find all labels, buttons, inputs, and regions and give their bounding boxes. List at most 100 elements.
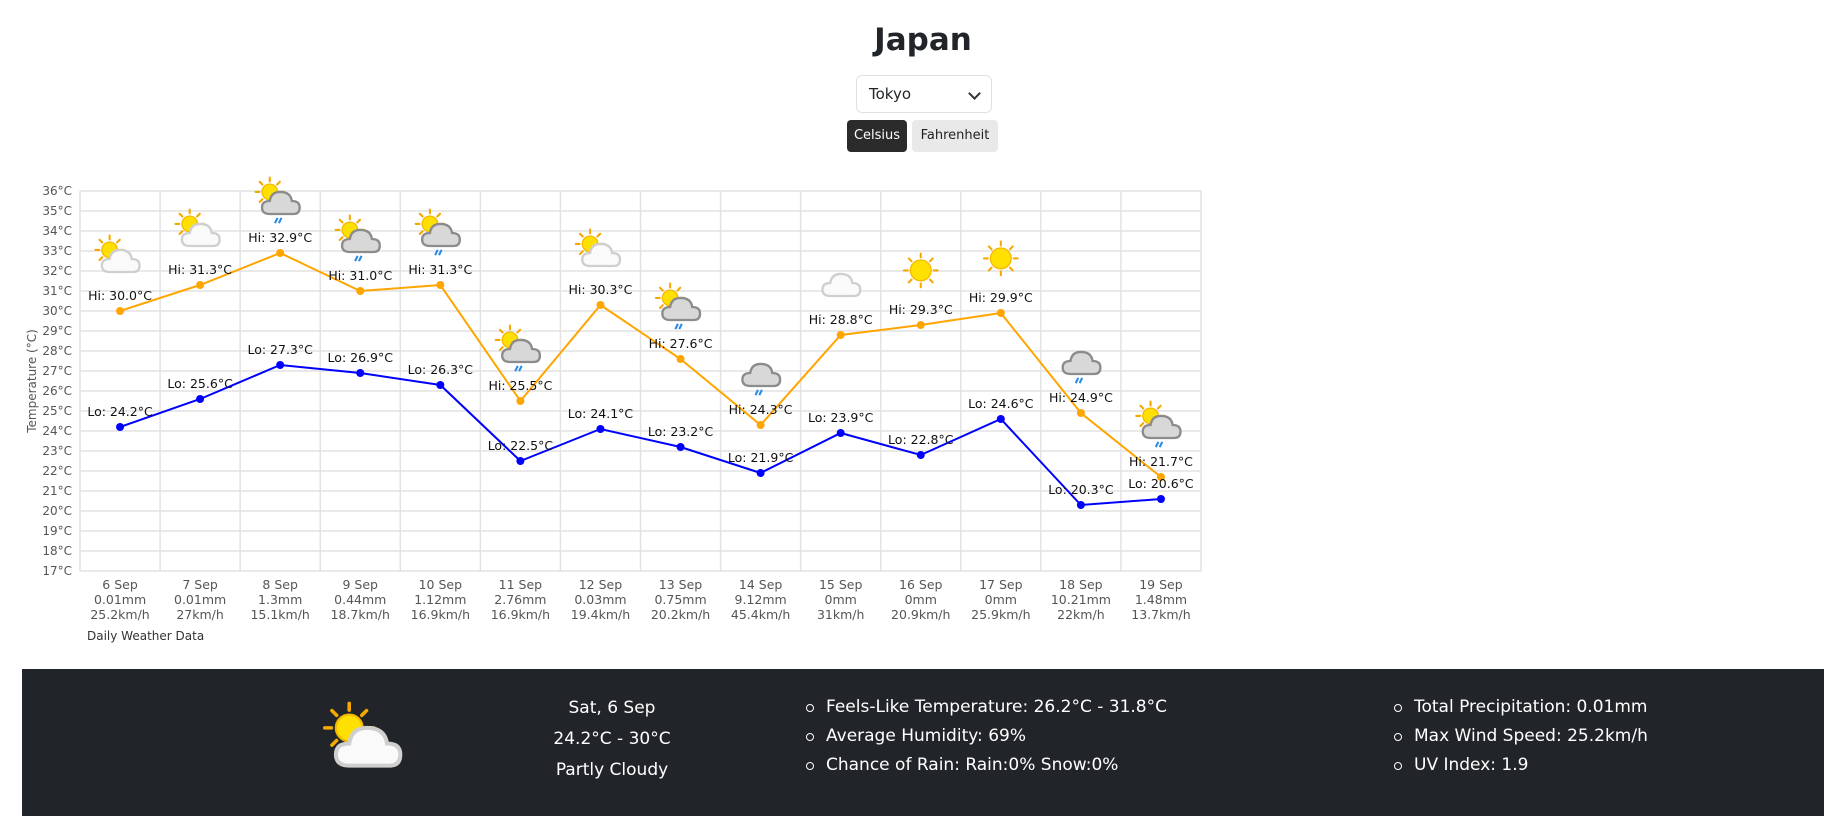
data-label-lo: Lo: 25.6°C (167, 376, 233, 391)
cloud (741, 362, 782, 388)
cloud (661, 296, 702, 322)
celsius-button[interactable]: Celsius (847, 120, 907, 152)
x-tick-wind: 20.2km/h (651, 607, 710, 622)
x-tick-wind: 31km/h (817, 607, 864, 622)
detail-list-left: Feels-Like Temperature: 26.2°C - 31.8°C … (804, 693, 1167, 780)
data-label-hi: Hi: 31.0°C (328, 268, 392, 283)
sun-ray (907, 278, 913, 284)
sun-ray (658, 304, 664, 310)
data-label-hi: Hi: 24.3°C (729, 402, 793, 417)
sun-ray (578, 232, 584, 238)
data-point-lo (196, 395, 205, 403)
data-label-lo: Lo: 23.9°C (808, 410, 874, 425)
x-tick-precip: 0mm (905, 592, 937, 607)
x-tick-precip: 0.44mm (334, 592, 386, 607)
data-point-lo (1156, 495, 1165, 503)
y-tick-label: 28°C (42, 344, 72, 358)
sun-ray (330, 708, 339, 718)
x-tick-precip: 2.76mm (494, 592, 546, 607)
x-tick-wind: 22km/h (1057, 607, 1104, 622)
y-tick-label: 33°C (42, 244, 72, 258)
data-point-hi (676, 355, 685, 363)
sun-ray (258, 198, 264, 204)
cloud-rain-icon (741, 362, 782, 396)
x-tick-wind: 19.4km/h (571, 607, 630, 622)
data-label-hi: Hi: 31.3°C (168, 262, 232, 277)
y-tick-label: 17°C (42, 564, 72, 578)
sun-ray (356, 218, 362, 224)
data-point-lo (596, 425, 605, 433)
rain (274, 217, 283, 224)
data-point-hi (836, 331, 845, 339)
data-label-lo: Lo: 24.6°C (968, 396, 1034, 411)
sunny-icon (902, 252, 939, 289)
partly-cloudy-icon (323, 701, 403, 768)
y-tick-label: 22°C (42, 464, 72, 478)
data-point-hi (516, 397, 525, 405)
data-point-hi (1076, 409, 1085, 417)
cloud (420, 222, 461, 248)
partly-cloudy-icon (94, 234, 141, 274)
rain (434, 249, 443, 256)
partly-cloudy-icon (574, 228, 622, 268)
sun-ray (258, 180, 264, 186)
x-tick-date: 19 Sep (1139, 577, 1183, 592)
x-tick-wind: 16.9km/h (411, 607, 470, 622)
chance-of-rain: Chance of Rain: Rain:0% Snow:0% (804, 751, 1167, 780)
y-tick-label: 23°C (42, 444, 72, 458)
x-tick-date: 16 Sep (899, 577, 943, 592)
data-label-lo: Lo: 27.3°C (247, 342, 313, 357)
cloud (581, 242, 622, 268)
x-tick-wind: 20.9km/h (891, 607, 950, 622)
sunny-icon (982, 240, 1019, 277)
city-select-value: Tokyo (869, 85, 911, 103)
data-label-lo: Lo: 22.5°C (488, 438, 554, 453)
data-label-hi: Hi: 31.3°C (408, 262, 472, 277)
chart-title: Daily Weather Data (87, 629, 205, 643)
sun-ray (178, 230, 184, 236)
sun-ray (928, 278, 934, 284)
x-tick-wind: 13.7km/h (1131, 607, 1190, 622)
y-tick-label: 18°C (42, 544, 72, 558)
sun-ray (330, 738, 339, 747)
sun-ray (928, 257, 934, 263)
cloud (1141, 414, 1182, 440)
city-select[interactable]: Tokyo (856, 75, 992, 113)
cloud (340, 228, 381, 254)
sun-ray (1156, 404, 1162, 410)
x-tick-wind: 25.2km/h (90, 607, 149, 622)
data-label-lo: Lo: 20.6°C (1128, 476, 1194, 491)
data-label-hi: Hi: 30.0°C (88, 288, 152, 303)
sun-ray (418, 212, 424, 218)
y-tick-label: 20°C (42, 504, 72, 518)
sun-ray (658, 286, 664, 292)
chevron-down-icon (968, 87, 981, 100)
max-wind: Max Wind Speed: 25.2km/h (1392, 722, 1648, 751)
sun-cloud-rain-icon (334, 214, 381, 262)
sun-ray (196, 212, 201, 218)
data-point-hi (356, 287, 365, 295)
data-label-hi: Hi: 21.7°C (1129, 454, 1193, 469)
sun-ray (276, 180, 281, 186)
sun-ray (516, 328, 522, 334)
sun (989, 247, 1012, 270)
rain (1074, 377, 1084, 384)
sun (909, 259, 932, 282)
avg-humidity: Average Humidity: 69% (804, 722, 1167, 751)
sun-ray (498, 346, 504, 352)
y-tick-label: 19°C (42, 524, 72, 538)
y-axis-label: Temperature (°C) (25, 329, 39, 434)
x-tick-date: 13 Sep (659, 577, 703, 592)
fahrenheit-button[interactable]: Fahrenheit (912, 120, 998, 152)
data-point-hi (116, 307, 125, 315)
data-label-lo: Lo: 24.2°C (87, 404, 153, 419)
sun-cloud-rain-icon (494, 324, 542, 372)
sun-cloud-rain-icon (1135, 400, 1182, 448)
y-tick-label: 36°C (42, 184, 72, 198)
sun-ray (987, 266, 993, 272)
detail-list-right: Total Precipitation: 0.01mm Max Wind Spe… (1392, 693, 1648, 780)
sun-ray (498, 328, 504, 334)
y-tick-label: 26°C (42, 384, 72, 398)
x-tick-date: 6 Sep (102, 577, 138, 592)
x-tick-precip: 1.48mm (1135, 592, 1187, 607)
